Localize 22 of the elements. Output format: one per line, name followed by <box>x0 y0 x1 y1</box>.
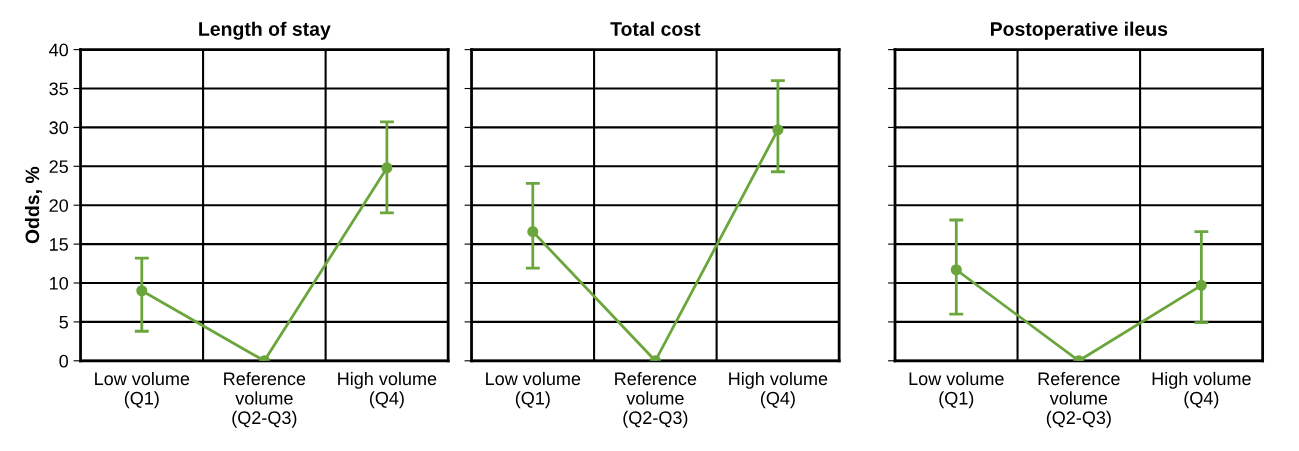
x-tick-label: Low volume (Q1) <box>486 371 581 409</box>
x-tick-label: Reference volume (Q2-Q3) <box>1038 371 1120 428</box>
y-tick-label: 5 <box>59 316 68 329</box>
x-tick-label: Reference volume (Q2-Q3) <box>615 371 697 428</box>
chart-title: Length of stay <box>199 21 331 40</box>
y-tick-label: 30 <box>49 121 69 135</box>
x-tick-label: Reference volume (Q2-Q3) <box>224 371 306 428</box>
x-tick-label: High volume (Q4) <box>729 371 828 409</box>
y-tick-label: 25 <box>49 160 68 174</box>
chart-title: Postoperative ileus <box>990 21 1168 40</box>
y-tick-label: 0 <box>59 354 69 368</box>
y-tick-label: 15 <box>50 238 68 251</box>
y-tick-label: 40 <box>49 43 69 57</box>
y-axis-title: Odds, % <box>24 166 43 244</box>
y-tick-label: 10 <box>50 276 69 290</box>
x-tick-label: Low volume (Q1) <box>909 371 1004 409</box>
y-tick-label: 35 <box>49 82 68 96</box>
x-tick-label: Low volume (Q1) <box>95 371 190 409</box>
y-tick-label: 20 <box>49 199 69 212</box>
chart-title: Total cost <box>610 21 701 36</box>
x-tick-label: High volume (Q4) <box>1152 371 1251 409</box>
x-tick-label: High volume (Q4) <box>338 371 437 409</box>
